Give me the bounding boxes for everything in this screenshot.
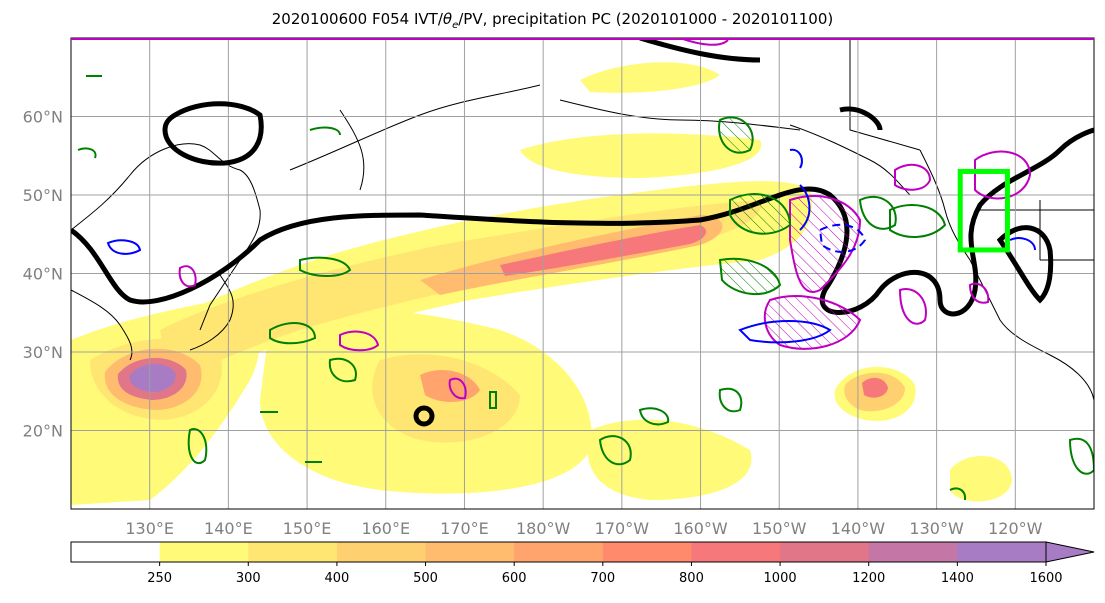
- latitude-tick-label: 30°N: [23, 343, 63, 362]
- target-region-box: [957, 168, 1010, 253]
- colorbar-tick-label: 800: [679, 571, 704, 586]
- colorbar-segment: [336, 542, 427, 562]
- ivt-field: [71, 62, 1012, 505]
- colorbar-tick-label: 700: [590, 571, 615, 586]
- colorbar-tick-label: 250: [147, 571, 172, 586]
- colorbar-tick-label: 500: [413, 571, 438, 586]
- colorbar-extend-arrow: [1045, 541, 1095, 563]
- longitude-tick-label: 130°E: [125, 519, 174, 538]
- colorbar-tick-labels: 250 300 400 500 600 700 800 1000 1200 1400 1600: [147, 562, 1063, 586]
- longitude-tick-label: 150°W: [752, 519, 807, 538]
- theta-e-contours: [106, 38, 1036, 400]
- longitude-tick-label: 130°W: [909, 519, 964, 538]
- longitude-labels: 130°E 140°E 150°E 160°E 170°E 180°W 170°W 160°W…: [125, 519, 1042, 538]
- colorbar-segment: [691, 542, 781, 562]
- longitude-tick-label: 140°W: [831, 519, 886, 538]
- chart-title: 2020100600 F054 IVT/θe/PV, precipitation…: [271, 10, 834, 31]
- colorbar-segment: [248, 542, 338, 562]
- colorbar-segment: [425, 542, 515, 562]
- latitude-tick-label: 40°N: [23, 265, 63, 284]
- latitude-tick-label: 50°N: [23, 186, 63, 205]
- colorbar-segment: [957, 542, 1047, 562]
- longitude-tick-label: 160°W: [673, 519, 728, 538]
- latitude-tick-label: 20°N: [23, 422, 63, 441]
- longitude-tick-label: 140°E: [204, 519, 253, 538]
- colorbar-segment: [514, 542, 604, 562]
- colorbar-tick-label: 300: [236, 571, 261, 586]
- colorbar-segment: [71, 542, 161, 562]
- colorbar-tick-label: 1400: [941, 571, 974, 586]
- longitude-tick-label: 170°E: [440, 519, 489, 538]
- colorbar-segment: [868, 542, 958, 562]
- colorbar-segment: [602, 542, 692, 562]
- colorbar-tick-label: 600: [502, 571, 527, 586]
- colorbar-segment: [780, 542, 870, 562]
- colorbar-tick-label: 1000: [764, 571, 797, 586]
- colorbar-segment: [159, 542, 249, 562]
- longitude-tick-label: 180°W: [516, 519, 571, 538]
- latitude-tick-label: 60°N: [23, 108, 63, 127]
- colorbar-tick-label: 1200: [852, 571, 885, 586]
- colorbar: [70, 541, 1095, 563]
- colorbar-tick-label: 400: [324, 571, 349, 586]
- longitude-tick-label: 170°W: [595, 519, 650, 538]
- colorbar-outline: [70, 541, 1047, 563]
- longitude-tick-label: 150°E: [283, 519, 332, 538]
- colorbar-tick-label: 1600: [1029, 571, 1062, 586]
- longitude-tick-label: 120°W: [988, 519, 1043, 538]
- map-top-border: [71, 38, 1094, 40]
- precip-contours: [77, 75, 1094, 501]
- longitude-tick-label: 160°E: [361, 519, 410, 538]
- latitude-labels: 20°N 30°N 40°N 50°N 60°N: [23, 108, 63, 441]
